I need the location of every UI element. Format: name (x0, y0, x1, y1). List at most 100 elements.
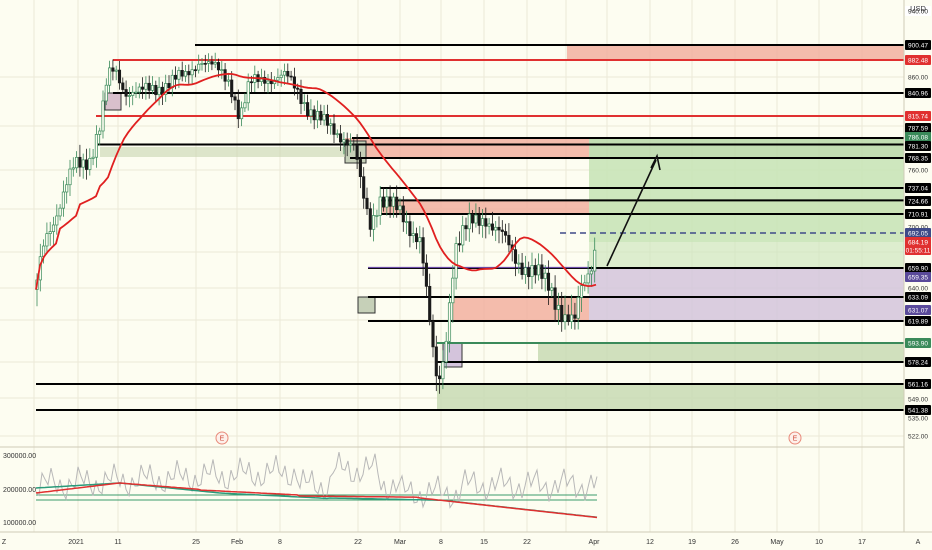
time-axis[interactable]: Z 2021 11 25 Feb 8 22 Mar 8 15 22 Apr 12 19 26 May 10 17 A (0, 531, 932, 546)
candle-body (279, 74, 283, 78)
candle-body (48, 231, 52, 234)
candle-body (230, 79, 234, 98)
candle-body (114, 69, 118, 72)
price-zone (538, 343, 904, 362)
candle-body (108, 67, 112, 86)
time-axis-label: A (916, 539, 921, 546)
price-label-text: 692.05 (908, 231, 928, 238)
price-label-text: 561.16 (908, 382, 928, 389)
price-label-tag (905, 141, 931, 151)
candle-body (174, 74, 178, 80)
candle-body (131, 91, 135, 96)
candle-body (233, 96, 237, 101)
time-axis-label: 8 (439, 539, 443, 546)
candle-body (385, 196, 389, 208)
price-label-tag (905, 209, 931, 219)
candle-body (484, 218, 488, 227)
projection-entry-zone (589, 242, 904, 268)
candle-body (517, 262, 521, 265)
candle-body (154, 85, 158, 96)
candle-body (358, 159, 362, 178)
candle-body (150, 85, 155, 91)
candle-body (388, 196, 392, 207)
candle-body (494, 226, 498, 231)
indicator-tick-label: 200000.00 (3, 487, 36, 494)
candle-body (434, 346, 438, 377)
earnings-marker-label: E (220, 436, 225, 443)
candle-body (593, 249, 597, 272)
candle-body (236, 99, 240, 120)
price-label-text: 659.35 (908, 275, 928, 282)
price-axis-tick: 549.00 (908, 397, 928, 404)
candle-body (520, 262, 524, 275)
candle-body (190, 69, 194, 76)
price-label-tag (905, 40, 931, 50)
candle-body (431, 321, 435, 348)
candle-body (372, 215, 376, 230)
candle-body (560, 304, 564, 323)
candle-body (75, 156, 79, 169)
candle-body (342, 139, 346, 143)
price-label-tag (905, 379, 931, 389)
candle-body (322, 114, 326, 121)
price-label-text: 619.89 (908, 319, 928, 326)
candle-body (117, 69, 122, 84)
candle-body (259, 76, 263, 82)
indicator-line-red (35, 482, 598, 519)
candle-body (391, 196, 395, 207)
currency-label: USD (910, 4, 926, 13)
candle-body (477, 214, 481, 226)
candle-body (249, 81, 254, 84)
candle-body (325, 114, 329, 126)
earnings-marker[interactable] (215, 431, 229, 445)
candle-body (398, 205, 402, 211)
candle-body (579, 285, 584, 298)
indicator-tick-label: 100000.00 (3, 520, 36, 527)
price-label-text: 840.96 (908, 91, 928, 98)
candle-body (104, 84, 108, 102)
candle-body (61, 191, 65, 209)
candle-body (226, 79, 230, 82)
price-label-text: 787.59 (908, 126, 928, 133)
candle-body (421, 237, 425, 264)
price-label-tag (905, 272, 931, 282)
price-axis-tick: 860.00 (908, 75, 928, 82)
price-label-tag (905, 316, 931, 326)
candle-body (454, 243, 458, 279)
candle-body (570, 314, 574, 322)
candle-body (220, 69, 224, 71)
moving-average-line (35, 72, 597, 290)
candle-body (523, 267, 527, 275)
price-label-tag (905, 305, 931, 315)
earnings-marker[interactable] (788, 431, 802, 445)
time-axis-label: 12 (646, 539, 654, 546)
candle-body (447, 302, 452, 342)
candle-body (418, 237, 422, 243)
candle-body (576, 297, 580, 319)
candle-body (58, 207, 62, 217)
candle-body (197, 63, 201, 71)
price-label-text: 633.09 (908, 295, 928, 302)
price-label-text: 786.08 (908, 135, 928, 142)
price-axis[interactable]: 860.00800.00760.00720.00700.00680.00640.… (903, 0, 932, 550)
price-label-text: 815.74 (908, 114, 928, 121)
candle-body (187, 71, 191, 76)
candle-body (289, 75, 293, 78)
candle-body (183, 71, 188, 77)
candle-body (309, 109, 313, 117)
candle-body (530, 265, 534, 278)
candle-body (302, 102, 306, 104)
candle-body (474, 214, 478, 224)
indicator-panel: 300000.00 200000.00 100000.00 (3, 452, 598, 527)
candle-body (223, 69, 227, 82)
candle-body (467, 213, 471, 230)
candle-body (141, 86, 145, 90)
projection-arrow-head (650, 153, 661, 171)
price-label-text: 710.91 (908, 212, 928, 219)
candle-body (266, 80, 270, 84)
price-label-text: 768.35 (908, 156, 928, 163)
price-axis-tick: 522.00 (908, 434, 928, 441)
price-axis-tick: 760.00 (908, 168, 928, 175)
candle-body (355, 144, 359, 160)
